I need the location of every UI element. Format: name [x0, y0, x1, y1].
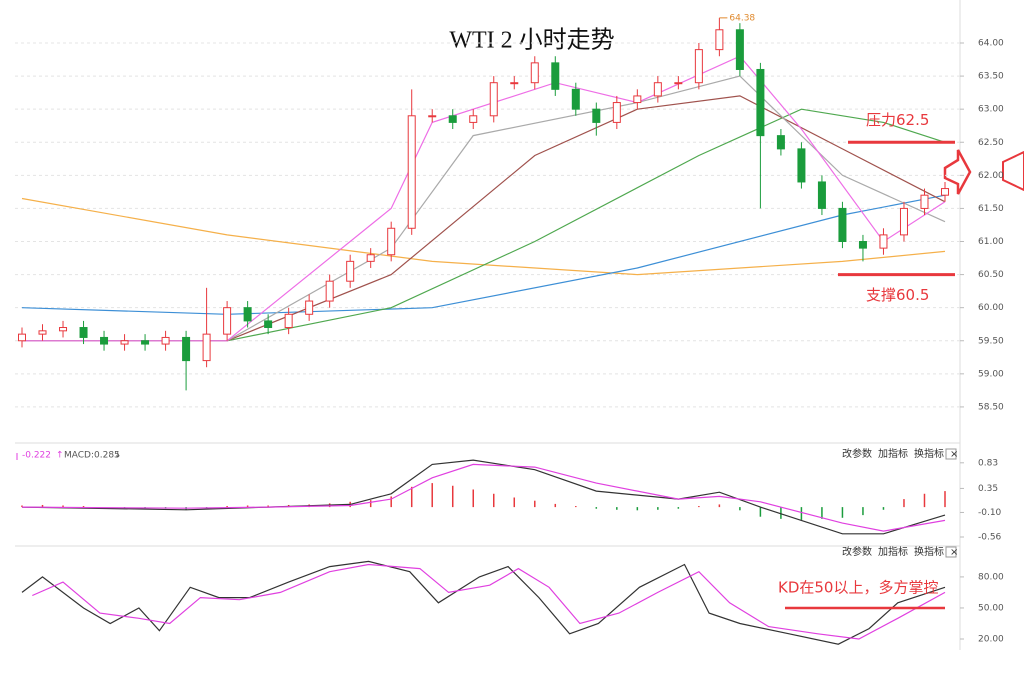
annotation-label: KD在50以上，多方掌控: [778, 578, 938, 596]
candle-body: [325, 280, 334, 302]
y-tick-label: 60.00: [978, 303, 1004, 313]
candle-body: [120, 340, 129, 345]
y-tick-label: 50.00: [978, 603, 1004, 613]
candle-body: [899, 207, 908, 236]
level-label: 支撑60.5: [866, 286, 929, 304]
arrow-glyph: ↑: [56, 451, 64, 461]
y-tick-label: 59.00: [978, 369, 1004, 379]
candle-body: [510, 82, 519, 85]
candle-body: [407, 115, 416, 229]
candle-body: [941, 188, 949, 196]
candle-body: [633, 95, 642, 104]
candle-body: [592, 108, 601, 123]
candle-body: [838, 207, 847, 243]
y-tick-label: 61.00: [978, 237, 1004, 247]
candle-body: [182, 336, 191, 362]
candle-body: [776, 135, 785, 150]
y-tick-label: 62.50: [978, 138, 1004, 148]
candle-body: [366, 254, 375, 262]
candle-body: [735, 29, 744, 70]
candle-body: [817, 181, 826, 209]
arrow-glyph: ↓: [114, 451, 122, 461]
candle-body: [694, 49, 703, 84]
indicator-line: [21, 463, 946, 532]
candle-body: [797, 148, 806, 183]
y-tick-label: 0.35: [978, 484, 998, 494]
y-tick-label: 60.50: [978, 270, 1004, 280]
indicator-line: [21, 197, 946, 276]
indicator-line: [22, 95, 946, 342]
candle-body: [141, 340, 150, 345]
toolbar-button[interactable]: 换指标: [914, 447, 944, 460]
candle-body: [571, 88, 580, 110]
candle-body: [18, 333, 26, 342]
candle-body: [653, 82, 662, 97]
candle-body: [674, 82, 683, 85]
y-tick-label: -0.10: [978, 508, 1002, 518]
candle-body: [387, 227, 396, 256]
candle-body: [489, 82, 498, 117]
dea-label: -0.222: [22, 451, 51, 461]
y-tick-label: 63.50: [978, 72, 1004, 82]
toolbar-button[interactable]: 改参数: [842, 447, 872, 460]
candle-body: [38, 330, 47, 335]
candle-body: [161, 336, 170, 345]
y-tick-label: -0.56: [978, 532, 1002, 542]
macd-label: MACD:0.285: [64, 451, 120, 461]
indicator-line: [21, 194, 946, 315]
candle-body: [920, 194, 929, 209]
candle-body: [530, 62, 539, 84]
chart-title: WTI 2 小时走势: [449, 27, 614, 54]
candle-body: [264, 320, 273, 329]
toolbar-button[interactable]: ×: [950, 449, 958, 460]
candle-body: [551, 62, 560, 90]
arrow-icon: [943, 149, 972, 195]
indicator-line: [32, 563, 946, 640]
candle-body: [469, 115, 478, 123]
indicator-line: [22, 108, 946, 342]
candle-body: [223, 307, 232, 335]
candle-body: [879, 234, 888, 249]
close-box[interactable]: [945, 448, 957, 460]
toolbar-button[interactable]: ×: [950, 547, 958, 558]
candle-body: [59, 327, 68, 332]
y-tick-label: 58.50: [978, 402, 1004, 412]
candle-body: [448, 115, 457, 123]
y-tick-label: 64.00: [978, 39, 1004, 49]
indicator-line: [22, 75, 946, 342]
indicator-line: [22, 55, 946, 342]
level-label: 压力62.5: [866, 111, 929, 129]
candle-body: [79, 327, 88, 338]
candle-body: [100, 336, 109, 345]
candle-body: [305, 300, 314, 315]
y-tick-label: 63.00: [978, 105, 1004, 115]
candle-body: [202, 333, 211, 362]
candle-body: [243, 307, 252, 322]
candle-body: [346, 260, 355, 282]
indicator-line: [21, 560, 946, 645]
y-tick-label: 61.50: [978, 204, 1004, 214]
y-tick-label: 80.00: [978, 572, 1004, 582]
candle-body: [284, 313, 293, 329]
toolbar-button[interactable]: 改参数: [842, 545, 872, 558]
y-tick-label: 0.83: [978, 458, 998, 468]
candle-body: [612, 102, 621, 123]
arrow-icon: [1002, 150, 1024, 192]
candle-body: [715, 29, 724, 51]
candle-body: [858, 241, 867, 249]
candle-body: [756, 68, 765, 137]
y-tick-label: 62.00: [978, 171, 1004, 181]
max-label: 64.38: [729, 13, 755, 23]
candle-body: [428, 115, 437, 118]
y-tick-label: 20.00: [978, 634, 1004, 644]
toolbar-button[interactable]: 加指标: [878, 447, 908, 460]
toolbar-button[interactable]: 加指标: [878, 545, 908, 558]
close-box[interactable]: [945, 546, 957, 558]
toolbar-button[interactable]: 换指标: [914, 545, 944, 558]
y-tick-label: 59.50: [978, 336, 1004, 346]
